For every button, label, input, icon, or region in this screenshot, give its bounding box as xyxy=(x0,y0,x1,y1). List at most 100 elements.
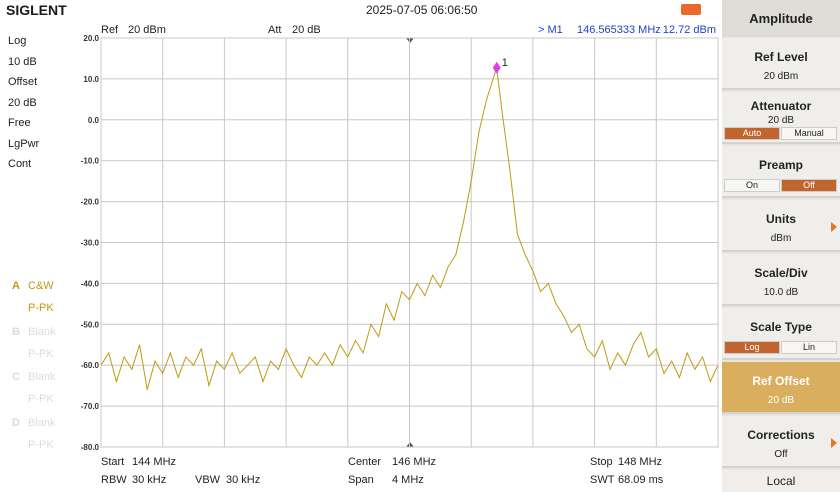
setting-label: Start xyxy=(101,456,125,468)
marker-label: 1 xyxy=(502,57,508,69)
softkey[interactable]: Scale/Div 10.0 dB xyxy=(722,254,840,306)
setting-label: SWT xyxy=(590,474,615,486)
status-item: Log xyxy=(8,35,27,47)
spectrum-chart: Ref 20 dBm Att 20 dB > M1 146.565333 MHz 12.72… xyxy=(81,24,719,452)
softkey-label: Ref Level xyxy=(754,50,808,64)
y-tick-label: 0.0 xyxy=(88,116,100,125)
trace-detector: P-PK xyxy=(28,438,54,451)
submenu-arrow xyxy=(831,438,837,448)
trace-letter: D xyxy=(12,416,20,429)
setting-value: 30 kHz xyxy=(132,474,167,486)
menu-title-text: Amplitude xyxy=(749,11,813,26)
y-tick-label: -40.0 xyxy=(81,279,100,288)
setting-value: 144 MHz xyxy=(132,456,177,468)
setting-label: RBW xyxy=(101,474,127,486)
trace-mode: Blank xyxy=(28,325,56,338)
y-tick-label: -50.0 xyxy=(81,320,100,329)
trace-letter: C xyxy=(12,371,20,383)
softkey[interactable]: Preamp On Off xyxy=(722,146,840,198)
trace-letter: A xyxy=(12,280,20,292)
setting-value: 4 MHz xyxy=(392,474,424,486)
softkey[interactable]: Ref Offset 20 dB xyxy=(722,362,840,414)
menu-title: Amplitude xyxy=(722,0,840,37)
status-item: 20 dB xyxy=(8,96,37,109)
option-text: Lin xyxy=(802,342,815,352)
y-tick-label: -10.0 xyxy=(81,157,100,166)
marker-name: > M1 xyxy=(538,24,563,36)
att-label: Att xyxy=(268,24,281,36)
trace-line xyxy=(100,67,719,390)
setting-label: Stop xyxy=(590,456,613,468)
brand: SIGLENT xyxy=(6,2,67,18)
softkey-option[interactable]: Auto xyxy=(724,127,780,140)
softkey-value: dBm xyxy=(770,233,792,244)
softkey-label: Scale Type xyxy=(750,320,812,334)
softkey-value: Off xyxy=(774,449,788,460)
softkey-value: 20 dB xyxy=(767,395,795,406)
softkey-label: Attenuator xyxy=(750,99,812,113)
trace-mode: Blank xyxy=(28,371,56,383)
softkey-label: Scale/Div xyxy=(754,266,808,280)
softkey-value: 20 dB xyxy=(767,115,795,126)
softkey[interactable]: Units dBm xyxy=(722,200,840,252)
battery-icon xyxy=(681,4,701,15)
softkey-value: 10.0 dB xyxy=(763,287,799,298)
trace-letter: B xyxy=(12,325,20,338)
marker-level: 12.72 dBm xyxy=(663,24,716,36)
softkey-option[interactable]: Off xyxy=(781,179,837,192)
status-item: LgPwr xyxy=(8,137,40,150)
submenu-arrow xyxy=(831,222,837,232)
y-tick-label: -60.0 xyxy=(81,361,100,370)
softkey-label: Local xyxy=(766,474,796,488)
softkey[interactable]: Local xyxy=(722,470,840,492)
softkey-value: 20 dBm xyxy=(763,71,799,82)
y-tick-label: -30.0 xyxy=(81,239,100,248)
softkey-option[interactable]: Log xyxy=(724,341,780,354)
status-item: 10 dB xyxy=(8,55,37,68)
softkey[interactable]: Corrections Off xyxy=(722,416,840,468)
y-tick-label: -80.0 xyxy=(81,443,100,452)
softkey[interactable]: Attenuator 20 dB Auto Manual xyxy=(722,92,840,144)
setting-value: 68.09 ms xyxy=(618,474,664,486)
softkey-option[interactable]: Lin xyxy=(781,341,837,354)
softkey-option[interactable]: On xyxy=(724,179,780,192)
softkey-label: Units xyxy=(766,212,796,226)
option-text: Off xyxy=(803,180,815,190)
ref-label: Ref xyxy=(101,24,119,36)
marker-freq: 146.565333 MHz xyxy=(577,24,661,36)
softkey[interactable]: Scale Type Log Lin xyxy=(722,308,840,360)
setting-value: 30 kHz xyxy=(226,474,261,486)
trace-mode: Blank xyxy=(28,416,56,429)
option-text: On xyxy=(745,180,758,190)
option-text: Manual xyxy=(794,128,824,138)
option-text: Log xyxy=(744,342,760,352)
y-tick-label: -20.0 xyxy=(81,198,100,207)
softkey[interactable]: Ref Level 20 dBm xyxy=(722,38,840,90)
marker-point xyxy=(492,61,501,74)
softkey-option[interactable]: Manual xyxy=(781,127,837,140)
setting-value: 148 MHz xyxy=(618,456,663,468)
status-item: Free xyxy=(8,117,31,129)
ref-value: 20 dBm xyxy=(128,24,166,36)
setting-value: 146 MHz xyxy=(392,456,437,468)
trace-detector: P-PK xyxy=(28,347,54,360)
trace-detector: P-PK xyxy=(28,393,54,405)
softkey-menu: Amplitude Ref Level 20 dBm Attenuator 20 dB A… xyxy=(722,0,840,492)
setting-label: Span xyxy=(348,474,374,486)
y-tick-label: -70.0 xyxy=(81,402,100,411)
softkey-label: Corrections xyxy=(747,428,815,442)
softkey-label: Ref Offset xyxy=(752,374,810,388)
datetime: 2025-07-05 06:06:50 xyxy=(366,3,478,17)
setting-label: VBW xyxy=(195,474,221,486)
status-item: Cont xyxy=(8,158,32,170)
att-value: 20 dB xyxy=(292,24,321,36)
y-tick-label: 20.0 xyxy=(83,34,99,43)
softkey-label: Preamp xyxy=(758,158,804,172)
setting-label: Center xyxy=(348,456,382,468)
y-tick-label: 10.0 xyxy=(83,75,99,84)
option-text: Auto xyxy=(742,128,762,138)
trace-detector: P-PK xyxy=(28,302,54,314)
trace-mode: C&W xyxy=(28,280,54,292)
status-item: Offset xyxy=(8,76,38,88)
